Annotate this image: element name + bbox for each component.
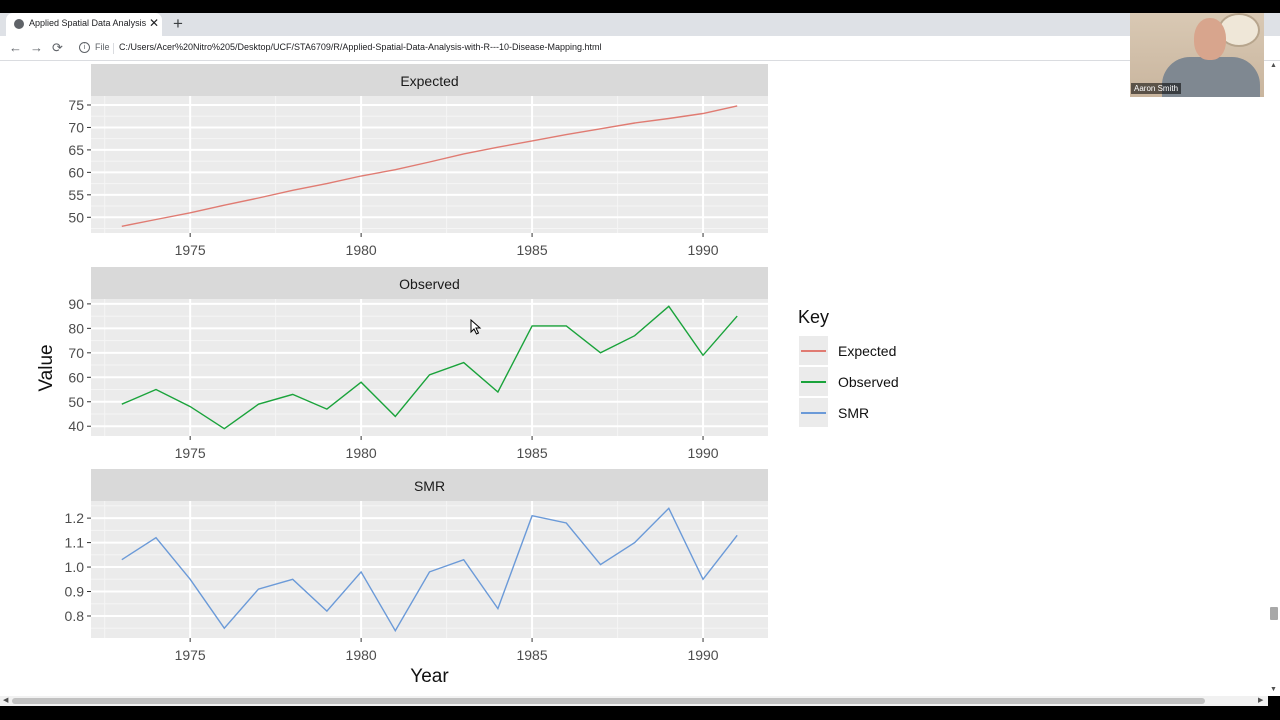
window-bottom-bar: [0, 706, 1280, 720]
y-tick-label: 80: [68, 320, 84, 336]
presenter-head: [1194, 18, 1226, 60]
scroll-down-icon[interactable]: ▼: [1270, 686, 1277, 693]
y-tick-label: 75: [68, 97, 84, 113]
x-tick-label: 1975: [175, 647, 206, 663]
series-line-observed: [121, 305, 738, 430]
forward-icon[interactable]: →: [30, 40, 43, 55]
back-icon[interactable]: ←: [9, 40, 22, 55]
y-tick-label: 1.2: [65, 510, 85, 526]
legend-item-smr: SMR: [799, 398, 939, 429]
y-axis-title: Value: [36, 344, 57, 391]
facet-strip-label-expected: Expected: [400, 73, 458, 89]
legend-item-observed: Observed: [799, 367, 939, 398]
y-tick-label: 90: [68, 296, 84, 312]
x-axis-title: Year: [410, 666, 449, 687]
file-label: File: [95, 42, 110, 52]
facet-strip-label-smr: SMR: [414, 478, 445, 494]
y-tick-label: 70: [68, 345, 84, 361]
info-icon[interactable]: i: [79, 42, 90, 53]
page-content: Expected 50 55 60 65 70 75 1975 1980 1985 1990 Obse…: [0, 61, 1280, 696]
legend-title: Key: [798, 307, 830, 327]
y-tick-label: 40: [68, 418, 84, 434]
x-tick-label: 1980: [346, 445, 377, 461]
x-tick-label: 1985: [516, 242, 547, 258]
y-tick-label: 70: [68, 119, 84, 135]
x-tick-label: 1980: [346, 242, 377, 258]
vertical-scrollbar[interactable]: [1268, 61, 1280, 696]
x-tick-label: 1985: [516, 445, 547, 461]
webcam-overlay: Aaron Smith: [1130, 13, 1264, 97]
faceted-line-chart: Expected 50 55 60 65 70 75 1975 1980 1985 1990 Obse…: [36, 64, 768, 687]
y-tick-label: 60: [68, 369, 84, 385]
x-tick-label: 1990: [687, 647, 718, 663]
scroll-left-icon[interactable]: ◀: [3, 697, 9, 704]
y-tick-label: 50: [68, 209, 84, 225]
address-bar: ← → ⟳ i File C:/Users/Acer%20Nitro%205/D…: [0, 36, 1280, 61]
facet-strip-label-observed: Observed: [399, 276, 460, 292]
webcam-name-label: Aaron Smith: [1131, 83, 1182, 94]
scroll-right-icon[interactable]: ▶: [1258, 697, 1264, 704]
legend-line-expected: [801, 350, 826, 352]
browser-tab[interactable]: Applied Spatial Data Analysis wi ✕: [6, 13, 162, 36]
mouse-cursor-icon: [470, 319, 482, 335]
y-tick-label: 1.1: [65, 535, 85, 551]
reload-icon[interactable]: ⟳: [52, 40, 63, 55]
x-tick-label: 1990: [687, 242, 718, 258]
series-line-smr: [121, 507, 738, 633]
y-tick-label: 0.8: [65, 608, 85, 624]
y-tick-label: 65: [68, 142, 84, 158]
y-tick-label: 0.9: [65, 584, 85, 600]
vertical-scroll-thumb[interactable]: [1270, 607, 1278, 620]
x-tick-label: 1975: [175, 242, 206, 258]
new-tab-button[interactable]: +: [173, 14, 183, 33]
horizontal-scroll-thumb[interactable]: [12, 698, 1205, 704]
tab-strip: [0, 13, 1280, 36]
panel-background-observed: [91, 299, 768, 436]
url-field[interactable]: C:/Users/Acer%20Nitro%205/Desktop/UCF/ST…: [119, 42, 602, 52]
facet-strip-observed: [91, 267, 768, 299]
x-tick-label: 1975: [175, 445, 206, 461]
facet-strip-expected: [91, 64, 768, 96]
globe-icon: [14, 19, 24, 29]
y-tick-label: 1.0: [65, 559, 85, 575]
tab-close-icon[interactable]: ✕: [149, 16, 160, 30]
facet-strip-smr: [91, 469, 768, 501]
tab-title: Applied Spatial Data Analysis wi: [29, 18, 147, 28]
x-tick-label: 1980: [346, 647, 377, 663]
legend-key-expected: [799, 336, 828, 365]
y-tick-label: 50: [68, 394, 84, 410]
address-separator: [113, 43, 114, 54]
legend-line-observed: [801, 381, 826, 383]
legend-key-observed: [799, 367, 828, 396]
y-tick-label: 55: [68, 187, 84, 203]
scroll-up-icon[interactable]: ▲: [1270, 62, 1277, 69]
y-tick-label: 60: [68, 164, 84, 180]
x-tick-label: 1985: [516, 647, 547, 663]
x-tick-label: 1990: [687, 445, 718, 461]
legend-label-expected: Expected: [838, 343, 897, 359]
series-line-expected: [121, 105, 738, 227]
legend-key-smr: [799, 398, 828, 427]
legend-item-expected: Expected: [799, 336, 939, 367]
legend-label-smr: SMR: [838, 405, 870, 421]
window-top-bar: [0, 0, 1280, 13]
legend-line-smr: [801, 412, 826, 414]
legend-label-observed: Observed: [838, 374, 899, 390]
panel-background-smr: [91, 501, 768, 638]
